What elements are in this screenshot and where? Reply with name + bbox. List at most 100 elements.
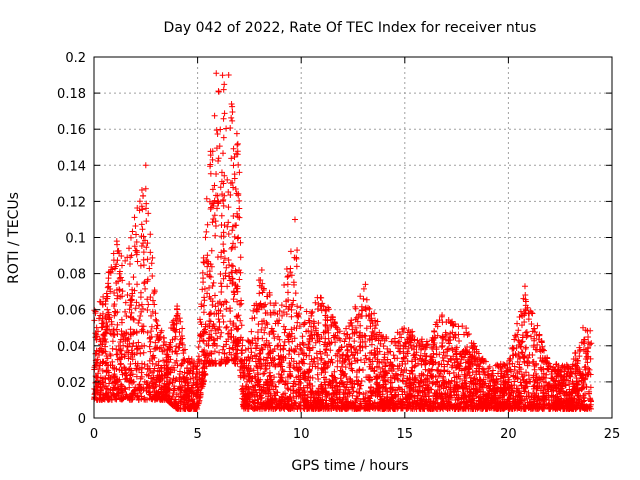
data-point [519, 349, 526, 356]
data-point [334, 350, 341, 357]
data-point [200, 275, 207, 282]
data-point [258, 326, 265, 333]
data-point [97, 338, 104, 345]
data-point [229, 280, 236, 287]
data-point [324, 364, 331, 371]
data-point [494, 398, 501, 405]
data-point [522, 292, 529, 299]
data-point [218, 233, 225, 240]
data-point [492, 362, 499, 369]
data-point [207, 273, 214, 280]
data-point [382, 363, 389, 370]
data-point [259, 280, 266, 287]
data-point [356, 343, 363, 350]
data-point [127, 371, 134, 378]
data-point [303, 308, 310, 315]
data-point [239, 337, 246, 344]
data-point [433, 379, 440, 386]
data-point [187, 387, 194, 394]
data-point [168, 324, 175, 331]
data-point [311, 398, 318, 405]
data-point [148, 323, 155, 330]
data-point [425, 403, 432, 410]
data-point [364, 374, 371, 381]
data-point [504, 371, 511, 378]
data-point [438, 391, 445, 398]
data-point [341, 330, 348, 337]
data-point [330, 332, 337, 339]
data-point [387, 359, 394, 366]
data-point [343, 373, 350, 380]
data-point [383, 334, 390, 341]
data-point [308, 310, 315, 317]
data-point [201, 297, 208, 304]
data-point [321, 359, 328, 366]
data-point [465, 330, 472, 337]
data-point [322, 393, 329, 400]
data-point [272, 300, 279, 307]
data-point [338, 363, 345, 370]
data-point [388, 361, 395, 368]
data-point [339, 396, 346, 403]
data-point [123, 313, 130, 320]
data-point [469, 360, 476, 367]
data-point [321, 374, 328, 381]
data-point [145, 301, 152, 308]
data-point [109, 345, 116, 352]
data-point [366, 337, 373, 344]
data-point [296, 389, 303, 396]
data-point [234, 346, 241, 353]
data-point [371, 310, 378, 317]
data-point [129, 395, 136, 402]
data-point [411, 363, 418, 370]
data-point [329, 384, 336, 391]
data-point [567, 369, 574, 376]
data-point [173, 405, 180, 412]
data-point [221, 81, 228, 88]
data-point [242, 397, 249, 404]
data-point [408, 405, 415, 412]
data-point [506, 400, 513, 407]
data-point [420, 405, 427, 412]
data-point [363, 296, 370, 303]
data-point [407, 342, 414, 349]
data-point [147, 231, 154, 238]
data-point [287, 368, 294, 375]
data-point [524, 383, 531, 390]
data-point [227, 305, 234, 312]
data-point [177, 368, 184, 375]
data-point [200, 338, 207, 345]
data-point [181, 369, 188, 376]
data-point [119, 389, 126, 396]
data-point [408, 358, 415, 365]
data-point [107, 288, 114, 295]
data-point [570, 405, 577, 412]
data-point [207, 148, 214, 155]
data-point [281, 396, 288, 403]
data-point [338, 379, 345, 386]
data-point [164, 358, 171, 365]
data-point [236, 197, 243, 204]
data-point [462, 359, 469, 366]
data-point [166, 380, 173, 387]
data-point [133, 239, 140, 246]
data-point [324, 325, 331, 332]
data-point [103, 385, 110, 392]
data-point [347, 343, 354, 350]
data-point [308, 394, 315, 401]
data-point [346, 390, 353, 397]
data-point [237, 269, 244, 276]
data-point [221, 248, 228, 255]
data-point [236, 205, 243, 212]
data-point [226, 345, 233, 352]
data-point [463, 365, 470, 372]
data-point [99, 384, 106, 391]
data-point [456, 337, 463, 344]
data-point [148, 260, 155, 267]
data-point [417, 352, 424, 359]
data-point [287, 373, 294, 380]
data-point [400, 328, 407, 335]
data-point [140, 249, 147, 256]
data-point [308, 389, 315, 396]
data-point [525, 354, 532, 361]
